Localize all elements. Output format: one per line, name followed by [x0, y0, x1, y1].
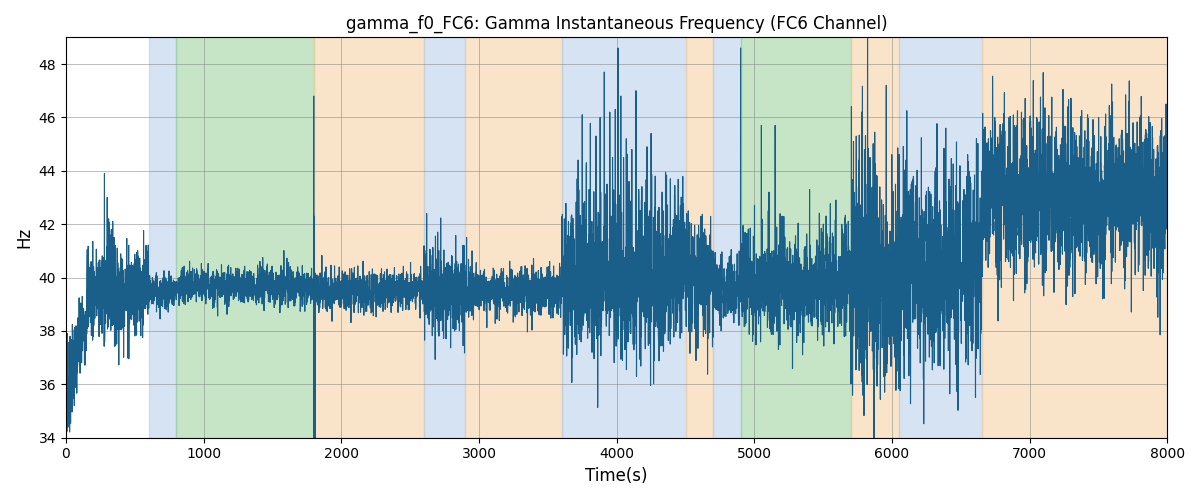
Bar: [851, 38, 899, 438]
Y-axis label: Hz: Hz: [16, 227, 34, 248]
Bar: [466, 38, 562, 438]
Bar: [982, 38, 1181, 438]
Title: gamma_f0_FC6: Gamma Instantaneous Frequency (FC6 Channel): gamma_f0_FC6: Gamma Instantaneous Freque…: [346, 15, 888, 34]
Bar: [899, 38, 982, 438]
X-axis label: Time(s): Time(s): [586, 467, 648, 485]
Bar: [713, 38, 740, 438]
Bar: [149, 38, 176, 438]
Bar: [424, 38, 466, 438]
Bar: [176, 38, 313, 438]
Bar: [562, 38, 685, 438]
Bar: [740, 38, 851, 438]
Bar: [685, 38, 713, 438]
Bar: [313, 38, 424, 438]
